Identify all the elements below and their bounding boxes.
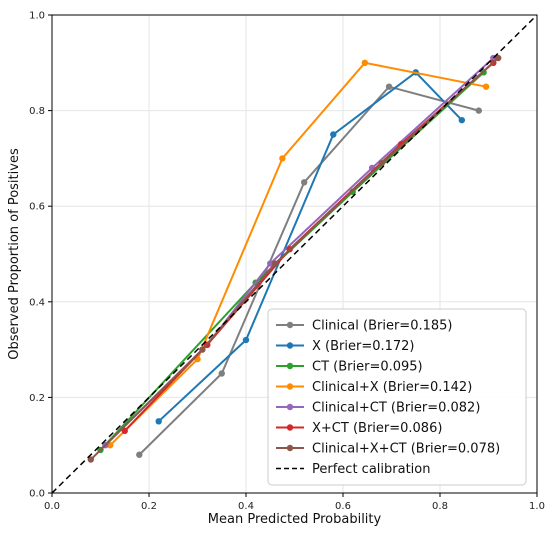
y-tick-label: 0.6 <box>29 202 45 213</box>
y-tick-label: 0.2 <box>29 393 45 404</box>
y-tick-label: 0.0 <box>29 489 45 500</box>
legend-entry-label: Clinical (Brier=0.185) <box>312 319 452 334</box>
legend-entry-label: Perfect calibration <box>312 462 430 477</box>
y-tick-label: 0.8 <box>29 106 45 117</box>
series-6 <box>87 54 502 463</box>
series-point <box>271 260 279 267</box>
series-0 <box>136 83 482 458</box>
y-tick-label: 0.4 <box>29 297 45 308</box>
x-tick-label: 0.4 <box>238 501 254 512</box>
legend-entry-label: Clinical+X+CT (Brier=0.078) <box>312 442 500 457</box>
y-tick-label: 1.0 <box>29 11 45 22</box>
y-axis-label: Observed Proportion of Positives <box>7 148 22 360</box>
series-point <box>155 418 162 425</box>
series-point <box>87 456 95 463</box>
series-point <box>218 370 225 377</box>
legend-entry-label: X+CT (Brier=0.086) <box>312 421 442 436</box>
legend-swatch-marker <box>286 321 294 329</box>
legend-entry-label: Clinical+CT (Brier=0.082) <box>312 401 480 416</box>
series-point <box>301 179 308 186</box>
x-axis-label: Mean Predicted Probability <box>208 512 382 527</box>
axis-ticks: 0.0 0.2 0.4 0.6 0.8 1.0 0.0 0.2 0.4 0.6 0.8 1.0 <box>29 11 545 513</box>
legend-swatch-marker <box>286 383 294 390</box>
series-1 <box>155 69 466 425</box>
x-tick-label: 0.0 <box>44 501 60 512</box>
x-tick-label: 0.6 <box>335 501 351 512</box>
legend-swatch-marker <box>286 342 294 349</box>
series-7 <box>51 14 538 494</box>
series-3 <box>107 59 490 449</box>
legend: Clinical (Brier=0.185) X (Brier=0.172) CT … <box>267 308 527 486</box>
series-point <box>107 442 114 449</box>
x-tick-label: 0.8 <box>432 501 448 512</box>
legend-swatch-marker <box>286 444 294 452</box>
series-point <box>361 59 369 66</box>
series-point <box>495 54 502 62</box>
series-point <box>279 155 286 162</box>
series-group <box>51 14 538 494</box>
series-point <box>482 83 490 90</box>
series-point <box>330 131 337 138</box>
legend-entry-label: CT (Brier=0.095) <box>312 360 423 375</box>
series-point <box>475 107 482 114</box>
series-point <box>199 346 206 353</box>
legend-swatch-marker <box>286 424 294 431</box>
perfect-calibration-line <box>51 14 538 494</box>
series-point <box>242 336 250 344</box>
legend-swatch-marker <box>286 362 294 370</box>
series-point <box>385 83 393 90</box>
x-tick-label: 0.2 <box>141 501 157 512</box>
legend-box <box>267 308 527 486</box>
series-point <box>398 140 405 148</box>
legend-swatch-marker <box>286 403 294 411</box>
series-point <box>267 260 274 267</box>
series-point <box>121 427 128 435</box>
series-point <box>136 451 143 458</box>
legend-entry-label: Clinical+X (Brier=0.142) <box>312 380 472 395</box>
series-point <box>458 116 466 124</box>
series-point <box>378 159 385 167</box>
x-tick-label: 1.0 <box>529 501 545 512</box>
plot-frame <box>51 14 538 494</box>
legend-entry-label: X (Brier=0.172) <box>312 339 415 354</box>
